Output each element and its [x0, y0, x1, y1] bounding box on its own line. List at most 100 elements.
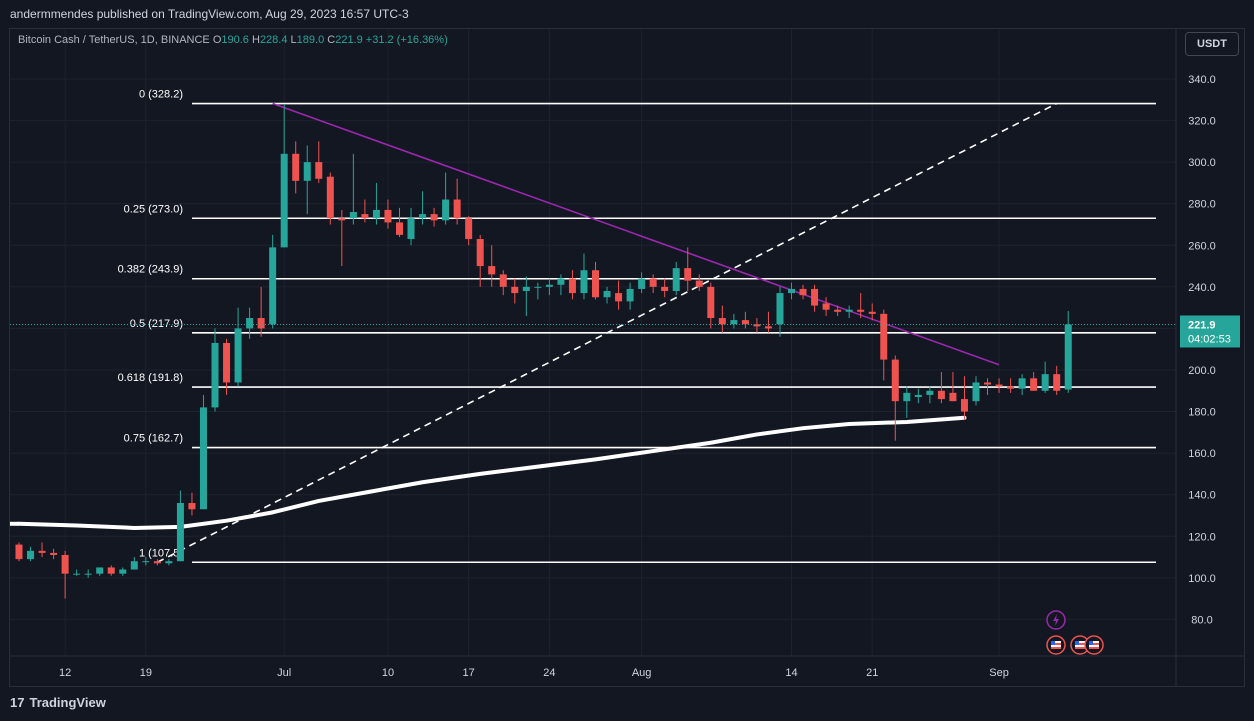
candle-body: [741, 320, 749, 325]
candle-body: [1053, 374, 1061, 391]
candle-body: [718, 318, 726, 325]
published-text: andermmendes published on TradingView.co…: [10, 7, 409, 21]
candle-body: [430, 214, 438, 221]
candle-body: [776, 293, 784, 325]
candle-body: [315, 162, 323, 179]
candle-body: [649, 278, 657, 287]
candle-body: [811, 288, 819, 306]
us-flag-icon-canton: [1075, 641, 1079, 645]
y-tick-label: 120.0: [1188, 531, 1216, 543]
y-tick-label: 280.0: [1188, 199, 1216, 211]
low-label: L: [290, 34, 297, 46]
y-tick-label: 180.0: [1188, 407, 1216, 419]
candle-body: [476, 239, 484, 267]
candle-body: [419, 214, 427, 219]
fib-level-label: 0.75 (162.7): [124, 433, 183, 445]
candle-body: [349, 212, 357, 219]
fib-level-label: 0.382 (243.9): [118, 264, 183, 276]
fib-level-label: 0.5 (217.9): [130, 318, 183, 330]
candle-body: [995, 384, 1003, 387]
candle-body: [603, 291, 611, 298]
candle-body: [568, 278, 576, 294]
candle-body: [107, 567, 115, 574]
fib-level-label: 0.25 (273.0): [124, 203, 183, 215]
candle-body: [730, 320, 738, 325]
last-price-tag: [1180, 315, 1240, 348]
us-flag-icon-stripe: [1089, 647, 1099, 649]
candle-body: [96, 567, 104, 574]
candle-body: [834, 309, 842, 312]
candle-body: [868, 311, 876, 314]
candle-body: [407, 218, 415, 240]
y-tick-label: 300.0: [1188, 157, 1216, 169]
candle-body: [845, 309, 853, 312]
candle-body: [661, 286, 669, 292]
candle-body: [592, 270, 599, 298]
candle-body: [937, 390, 945, 400]
y-tick-label: 240.0: [1188, 282, 1216, 294]
candle-body: [442, 199, 450, 221]
candle-body: [292, 153, 300, 181]
us-flag-icon-stripe: [1051, 647, 1061, 649]
x-tick-label: 19: [140, 667, 152, 679]
candle-body: [903, 392, 911, 402]
candle-body: [246, 318, 254, 329]
y-tick-label: 160.0: [1188, 448, 1216, 460]
diagonal-dashed-line: [156, 102, 1058, 563]
candle-body: [50, 552, 58, 555]
x-tick-label: 24: [543, 667, 555, 679]
candle-body: [615, 293, 623, 302]
candle-body: [522, 286, 530, 292]
candle-body: [165, 561, 173, 564]
y-tick-label: 100.0: [1188, 573, 1216, 585]
tradingview-logo-icon: 17: [10, 695, 25, 710]
x-tick-label: Aug: [632, 667, 652, 679]
y-tick-label: 340.0: [1188, 74, 1216, 86]
open-value: 190.6: [221, 34, 249, 46]
candle-body: [822, 303, 830, 310]
candle-body: [557, 278, 565, 285]
candle-body: [1064, 324, 1072, 390]
y-tick-label: 260.0: [1188, 240, 1216, 252]
candle-body: [1030, 378, 1038, 391]
x-tick-label: 21: [866, 667, 878, 679]
x-tick-label: 10: [382, 667, 394, 679]
candle-body: [73, 573, 81, 575]
candle-body: [534, 286, 542, 288]
x-tick-label: Jul: [277, 667, 291, 679]
candle-body: [764, 326, 772, 329]
close-label: C: [327, 34, 336, 46]
y-tick-label: 140.0: [1188, 490, 1216, 502]
candle-body: [61, 554, 69, 574]
us-flag-icon-canton: [1089, 641, 1093, 645]
candle-body: [511, 286, 519, 294]
candle-body: [891, 359, 899, 402]
candle-body: [580, 270, 588, 294]
candle-body: [788, 288, 796, 294]
candle-body: [1007, 386, 1015, 389]
candle-body: [84, 573, 92, 575]
candle-body: [223, 342, 231, 383]
high-label: H: [251, 34, 260, 46]
candle-body: [545, 284, 553, 287]
candle-body: [15, 544, 23, 560]
candle-body: [465, 218, 473, 240]
candle-body: [695, 280, 703, 287]
candle-body: [638, 278, 646, 289]
candle-body: [199, 407, 207, 510]
x-tick-label: 14: [785, 667, 797, 679]
symbol-legend: Bitcoin Cash / TetherUS, 1D, BINANCE O19…: [18, 34, 448, 46]
candle-body: [142, 561, 150, 563]
candle-body: [384, 209, 392, 223]
candle-body: [753, 324, 761, 327]
y-tick-label: 200.0: [1188, 365, 1216, 377]
candle-body: [488, 266, 496, 275]
candle-body: [857, 309, 865, 312]
footer-brand[interactable]: 17 TradingView: [10, 692, 106, 714]
candle-body: [672, 268, 680, 292]
currency-button[interactable]: USDT: [1185, 32, 1239, 56]
flash-icon-bolt: [1053, 614, 1059, 626]
publisher-bar: andermmendes published on TradingView.co…: [0, 0, 1254, 28]
candle-body: [395, 222, 403, 235]
